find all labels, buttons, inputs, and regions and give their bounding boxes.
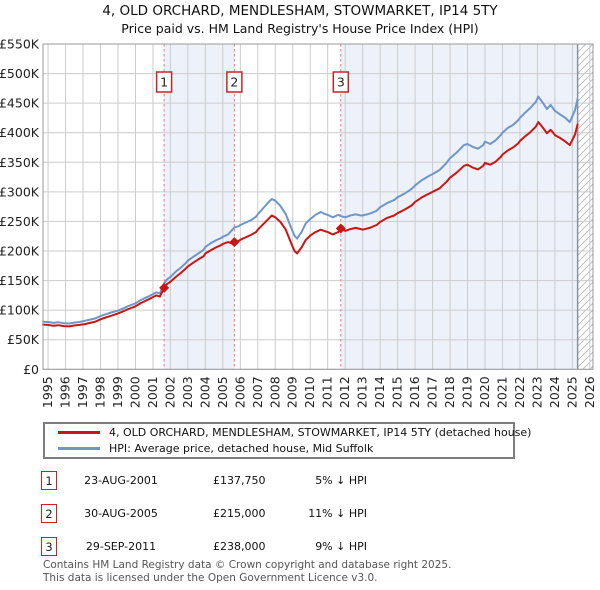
sale-number: 2 <box>230 75 238 90</box>
x-axis-label: 2021 <box>494 376 509 408</box>
sale-1-price: £137,750 <box>213 473 266 487</box>
sale-number-box <box>332 71 350 93</box>
sale-number-box <box>155 71 173 93</box>
plot-border <box>42 43 594 370</box>
legend-item-hpi: HPI: Average price, detached house, Mid … <box>51 442 507 456</box>
sale-marker-diamond <box>159 282 170 293</box>
y-axis-label: £350K <box>0 155 40 170</box>
x-axis-label: 1998 <box>92 376 107 408</box>
x-axis-label: 2005 <box>215 376 230 408</box>
x-axis-label: 2013 <box>355 376 370 408</box>
sale-row-2: 2 30-AUG-2005 £215,000 11% ↓ HPI <box>0 503 600 523</box>
x-axis-label: 2026 <box>582 376 597 408</box>
sale-row-1: 1 23-AUG-2001 £137,750 5% ↓ HPI <box>0 470 600 490</box>
y-axis-label: £200K <box>0 244 40 259</box>
sale-3-price: £238,000 <box>213 539 266 553</box>
x-axis-label: 2012 <box>337 376 352 408</box>
ownership-band <box>340 44 578 370</box>
sale-number: 1 <box>160 75 168 90</box>
no-data-hatch <box>577 44 593 370</box>
x-axis-label: 2000 <box>127 376 142 408</box>
sale-2-vs-hpi: 11% ↓ HPI <box>308 506 367 520</box>
x-axis-label: 2024 <box>547 376 562 408</box>
sale-1-vs-hpi: 5% ↓ HPI <box>315 473 367 487</box>
x-axis-label: 2019 <box>460 376 475 408</box>
x-axis-label: 2023 <box>529 376 544 408</box>
x-axis-label: 2020 <box>477 376 492 408</box>
hpi-line <box>42 95 579 325</box>
legend-label-price: 4, OLD ORCHARD, MENDLESHAM, STOWMARKET, … <box>109 426 532 440</box>
sale-number: 3 <box>337 75 345 90</box>
hpi-line-swatch <box>58 446 100 450</box>
price-line-swatch <box>58 431 100 435</box>
sale-2-price: £215,000 <box>213 506 266 520</box>
sale-marker-diamond <box>229 237 240 248</box>
page-subtitle: Price paid vs. HM Land Registry's House … <box>121 21 479 36</box>
footer-line-2: This data is licensed under the Open Gov… <box>43 571 378 584</box>
x-axis-label: 2009 <box>285 376 300 408</box>
x-axis-label: 2002 <box>162 376 177 408</box>
y-axis-label: £450K <box>0 96 40 111</box>
legend-label-hpi: HPI: Average price, detached house, Mid … <box>109 441 374 455</box>
legend: 4, OLD ORCHARD, MENDLESHAM, STOWMARKET, … <box>43 422 531 459</box>
sale-3-vs-hpi: 9% ↓ HPI <box>315 539 367 553</box>
sale-row-3: 3 29-SEP-2011 £238,000 9% ↓ HPI <box>0 536 600 556</box>
license-footer: Contains HM Land Registry data © Crown c… <box>43 559 583 584</box>
sale-3-number-badge: 3 <box>41 537 57 556</box>
ownership-band <box>164 44 235 370</box>
x-axis-label: 2008 <box>267 376 282 408</box>
x-axis-label: 2016 <box>407 376 422 408</box>
x-axis-label: 1997 <box>75 376 90 408</box>
price-paid-line <box>42 121 579 328</box>
x-axis-label: 2018 <box>442 376 457 408</box>
x-axis-label: 1995 <box>40 376 55 408</box>
sale-1-date: 23-AUG-2001 <box>84 473 158 487</box>
y-axis-label: £400K <box>0 125 40 140</box>
x-axis-label: 2006 <box>232 376 247 408</box>
price-history-chart: £0 £50K £100K £150K £200K £250K £300K £350K £400… <box>0 37 597 409</box>
y-axis-label: £250K <box>0 214 40 229</box>
sale-3-date: 29-SEP-2011 <box>85 539 157 553</box>
x-axis-label: 2003 <box>180 376 195 408</box>
sale-2-number-badge: 2 <box>41 504 57 523</box>
x-axis-label: 2011 <box>320 376 335 408</box>
x-axis-label: 2010 <box>302 376 317 408</box>
y-axis-label: £100K <box>0 303 40 318</box>
sale-1-number-badge: 1 <box>41 471 57 490</box>
footer-line-1: Contains HM Land Registry data © Crown c… <box>43 559 452 571</box>
x-axis-label: 2007 <box>250 376 265 408</box>
x-axis-label: 2015 <box>390 376 405 408</box>
legend-item-price: 4, OLD ORCHARD, MENDLESHAM, STOWMARKET, … <box>51 426 531 440</box>
x-axis-label: 2025 <box>564 376 579 408</box>
x-axis-label: 2004 <box>197 376 212 408</box>
x-axis-label: 2001 <box>145 376 160 408</box>
y-axis-label: £150K <box>0 273 40 288</box>
y-axis-label: £500K <box>0 66 40 81</box>
x-axis-label: 2014 <box>372 376 387 408</box>
x-axis-label: 2017 <box>425 376 440 408</box>
x-axis-label: 1999 <box>110 376 125 408</box>
x-axis-label: 1996 <box>58 376 73 408</box>
sale-number-box <box>226 71 243 93</box>
y-axis-label: £50K <box>7 332 40 347</box>
sale-2-date: 30-AUG-2005 <box>84 506 158 520</box>
x-axis-label: 2022 <box>512 376 527 408</box>
page-title: 4, OLD ORCHARD, MENDLESHAM, STOWMARKET, … <box>102 3 498 19</box>
y-axis-label: £300K <box>0 184 40 199</box>
y-axis-label: £0 <box>23 362 39 377</box>
y-axis-label: £550K <box>0 37 40 52</box>
sale-marker-diamond <box>335 223 346 234</box>
